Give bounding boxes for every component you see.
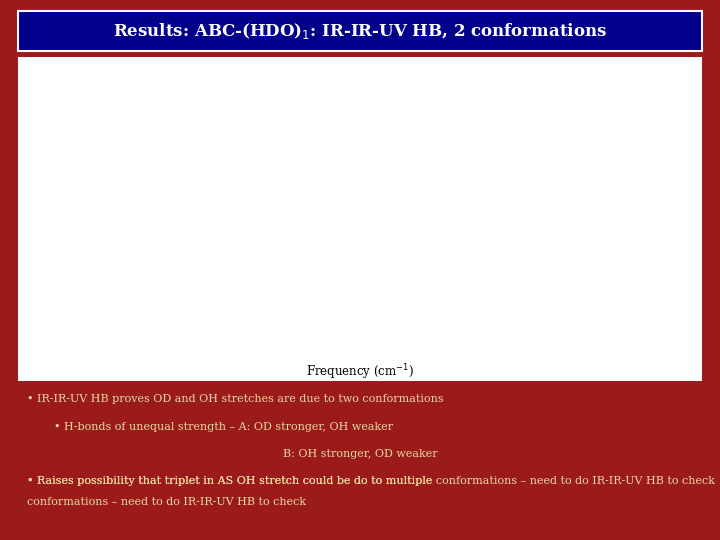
Text: Frequency (cm$^{-1}$): Frequency (cm$^{-1}$) [306,363,414,382]
Text: 3619.7: 3619.7 [567,178,603,186]
Text: • Raises possibility that triplet in AS OH stretch could be do to multiple: • Raises possibility that triplet in AS … [27,476,433,487]
Text: 3583.1: 3583.1 [412,119,448,128]
Text: • Raises possibility that triplet in AS OH stretch could be do to multiple confo: • Raises possibility that triplet in AS … [27,476,716,487]
Text: ABC-(HDO)-B: ABC-(HDO)-B [172,119,244,128]
Text: B: OH stronger, OD weaker: B: OH stronger, OD weaker [283,449,437,460]
Y-axis label: Ion depletion (arb. units): Ion depletion (arb. units) [59,143,68,275]
Text: 2633.8: 2633.8 [130,178,166,186]
Text: 2660.7: 2660.7 [225,119,261,128]
Text: ABC-(HDO)-B: ABC-(HDO)-B [459,119,531,128]
Text: • IR-IR-UV HB proves OD and OH stretches are due to two conformations: • IR-IR-UV HB proves OD and OH stretches… [27,394,444,404]
Text: ABC-(HDO)-A: ABC-(HDO)-A [161,178,233,186]
Text: conformations – need to do IR-IR-UV HB to check: conformations – need to do IR-IR-UV HB t… [27,497,307,507]
Text: Results: ABC-(HDO)$_1$: IR-IR-UV HB, 2 conformations: Results: ABC-(HDO)$_1$: IR-IR-UV HB, 2 c… [113,21,607,42]
Text: • H-bonds of unequal strength – A: OD stronger, OH weaker: • H-bonds of unequal strength – A: OD st… [54,422,393,433]
Text: ABC-(HDO)-A: ABC-(HDO)-A [423,178,495,186]
